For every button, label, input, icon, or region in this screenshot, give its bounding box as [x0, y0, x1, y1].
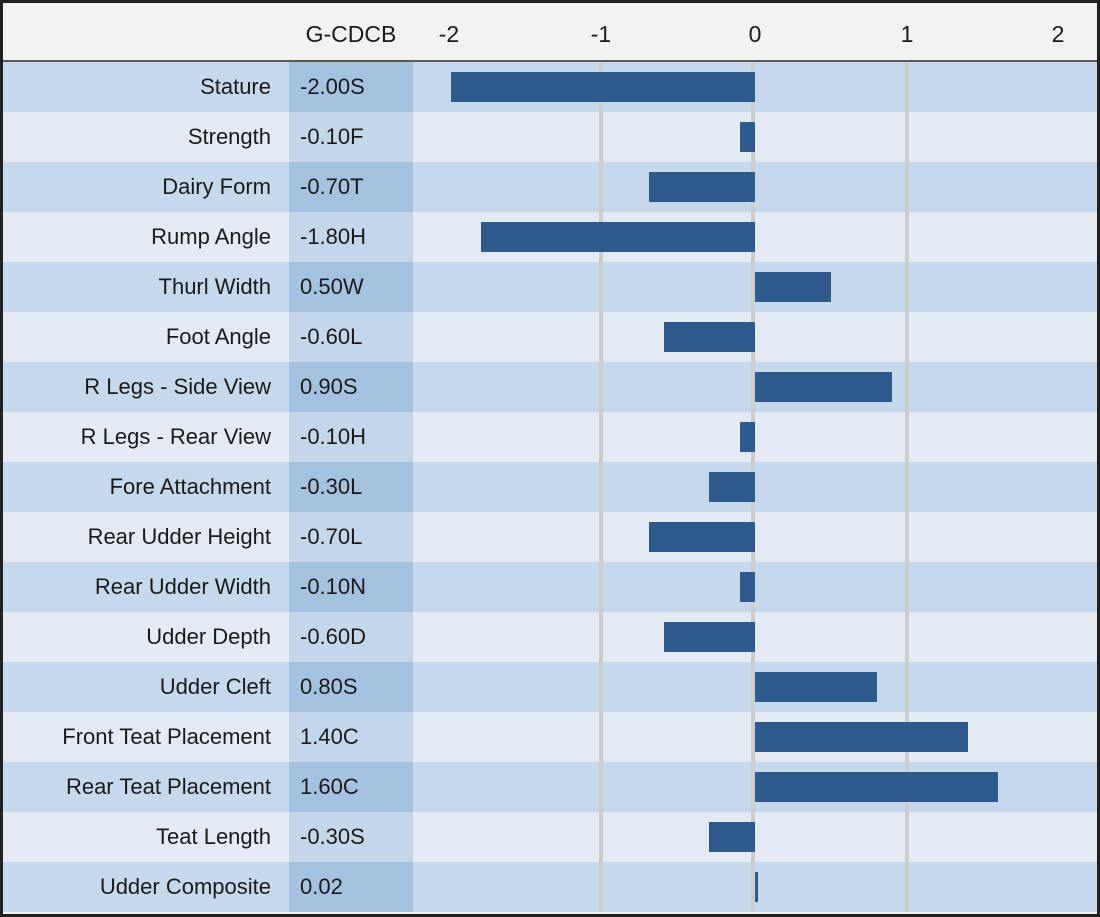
trait-label: R Legs - Rear View: [80, 424, 271, 449]
trait-value: 0.80S: [289, 662, 413, 712]
table-row: Strength -0.10F: [3, 112, 1097, 162]
trait-value: 0.02: [289, 862, 413, 912]
trait-bar-track: [413, 212, 1097, 262]
trait-bar-track: [413, 112, 1097, 162]
trait-bar: [648, 522, 755, 552]
trait-label: Udder Composite: [99, 874, 271, 899]
trait-bar: [648, 172, 755, 202]
trait-bar: [755, 772, 999, 802]
trait-value: -0.30L: [289, 462, 413, 512]
trait-bar: [709, 472, 755, 502]
table-row: Rear Udder Width -0.10N: [3, 562, 1097, 612]
table-row: Stature -2.00S: [3, 62, 1097, 112]
table-row: Teat Length -0.30S: [3, 812, 1097, 862]
value-column-header: G-CDCB: [305, 21, 397, 47]
trait-bar: [451, 72, 755, 102]
table-row: Foot Angle -0.60L: [3, 312, 1097, 362]
trait-value: -2.00S: [289, 62, 413, 112]
table-row: Thurl Width 0.50W: [3, 262, 1097, 312]
trait-label: Fore Attachment: [109, 474, 271, 499]
trait-label: Teat Length: [156, 824, 271, 849]
trait-bar-track: [413, 362, 1097, 412]
trait-value: -0.60L: [289, 312, 413, 362]
trait-bar: [755, 672, 877, 702]
trait-bar-track: [413, 312, 1097, 362]
x-axis-tick-label: 2: [1051, 21, 1065, 47]
trait-bar: [663, 322, 755, 352]
x-axis-tick-label: 0: [748, 21, 762, 47]
trait-value: 1.60C: [289, 762, 413, 812]
x-axis: -2 -1 0 1 2: [413, 3, 1097, 60]
trait-bar-track: [413, 162, 1097, 212]
table-row: Udder Depth -0.60D: [3, 612, 1097, 662]
trait-value: -0.10F: [289, 112, 413, 162]
table-row: Dairy Form -0.70T: [3, 162, 1097, 212]
trait-bar-track: [413, 562, 1097, 612]
table-row: Rump Angle -1.80H: [3, 212, 1097, 262]
trait-bar: [481, 222, 755, 252]
trait-bar-track: [413, 462, 1097, 512]
x-axis-tick-label: -2: [438, 21, 460, 47]
trait-bar: [709, 822, 755, 852]
trait-bar: [739, 572, 755, 602]
header-label-spacer: [3, 3, 289, 60]
table-row: R Legs - Rear View -0.10H: [3, 412, 1097, 462]
trait-value: -0.10N: [289, 562, 413, 612]
table-row: Udder Cleft 0.80S: [3, 662, 1097, 712]
table-row: Front Teat Placement 1.40C: [3, 712, 1097, 762]
trait-bar: [755, 372, 892, 402]
trait-value: -0.10H: [289, 412, 413, 462]
trait-value: -0.30S: [289, 812, 413, 862]
trait-value: 1.40C: [289, 712, 413, 762]
trait-label: Stature: [200, 74, 271, 99]
table-row: Rear Udder Height -0.70L: [3, 512, 1097, 562]
trait-bar-track: [413, 712, 1097, 762]
trait-bar-track: [413, 262, 1097, 312]
trait-bar-track: [413, 812, 1097, 862]
table-row: R Legs - Side View 0.90S: [3, 362, 1097, 412]
trait-value: 0.50W: [289, 262, 413, 312]
table-row: Fore Attachment -0.30L: [3, 462, 1097, 512]
trait-label: R Legs - Side View: [84, 374, 271, 399]
trait-label: Rear Udder Height: [87, 524, 271, 549]
trait-bar-track: [413, 862, 1097, 912]
trait-value: -0.70L: [289, 512, 413, 562]
trait-bar-track: [413, 612, 1097, 662]
trait-label: Thurl Width: [158, 274, 271, 299]
trait-label: Udder Depth: [146, 624, 271, 649]
table-row: Rear Teat Placement 1.60C: [3, 762, 1097, 812]
chart-header-row: G-CDCB -2 -1 0 1 2: [3, 3, 1097, 62]
trait-label: Front Teat Placement: [62, 724, 271, 749]
trait-bar: [755, 872, 759, 902]
x-axis-tick-label: 1: [900, 21, 914, 47]
table-row: Udder Composite 0.02: [3, 862, 1097, 912]
trait-label: Rump Angle: [151, 224, 271, 249]
trait-value: 0.90S: [289, 362, 413, 412]
trait-value: -0.60D: [289, 612, 413, 662]
trait-bar: [739, 422, 755, 452]
trait-bar: [755, 722, 968, 752]
trait-bar-track: [413, 762, 1097, 812]
trait-label: Udder Cleft: [159, 674, 271, 699]
trait-bar: [739, 122, 755, 152]
trait-label: Strength: [187, 124, 271, 149]
chart-body: Stature -2.00S Strength -0.10F Dairy For…: [3, 62, 1097, 912]
trait-label: Rear Teat Placement: [65, 774, 271, 799]
trait-label: Rear Udder Width: [94, 574, 271, 599]
trait-bar-track: [413, 412, 1097, 462]
trait-label: Foot Angle: [165, 324, 271, 349]
trait-value: -0.70T: [289, 162, 413, 212]
x-axis-tick-label: -1: [590, 21, 612, 47]
trait-value: -1.80H: [289, 212, 413, 262]
trait-bar-track: [413, 62, 1097, 112]
trait-bar: [755, 272, 831, 302]
trait-rows: Stature -2.00S Strength -0.10F Dairy For…: [3, 62, 1097, 912]
trait-bar: [663, 622, 755, 652]
trait-bar-track: [413, 512, 1097, 562]
trait-bar-track: [413, 662, 1097, 712]
trait-label: Dairy Form: [162, 174, 271, 199]
